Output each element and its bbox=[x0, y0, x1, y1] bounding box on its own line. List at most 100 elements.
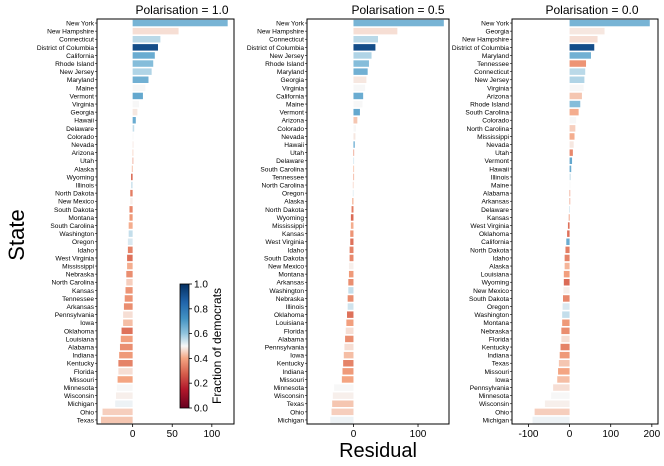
panel-3-ytick-label: Michigan bbox=[483, 417, 510, 424]
colorbar-ticks: 0.0 0.2 0.4 0.6 0.8 1.0 bbox=[189, 280, 208, 415]
panel-2-bar bbox=[334, 384, 354, 391]
panel-2-ytick-label: Arizona bbox=[282, 118, 305, 125]
panel-2-bar bbox=[353, 108, 360, 116]
panel-2-ytick-label: Iowa bbox=[290, 353, 304, 360]
panel-1-bar bbox=[119, 351, 133, 359]
colorbar-gradient bbox=[179, 283, 190, 409]
panel-2-bar bbox=[350, 238, 354, 245]
panel-3-bar bbox=[569, 36, 598, 43]
panel-2-ytick-label: Illinois bbox=[286, 304, 305, 311]
panel-3-bar bbox=[569, 60, 587, 67]
panel-3-bar bbox=[569, 19, 650, 27]
panel-2-ytick-label: District of Columbia bbox=[247, 45, 304, 52]
panel-1-bar bbox=[132, 36, 161, 43]
panel-3-bar bbox=[564, 262, 570, 270]
panel-3-bar bbox=[562, 311, 570, 318]
panel-2-ytick-label: Tennessee bbox=[272, 174, 304, 181]
panel-2-ytick-label: New Mexico bbox=[268, 263, 304, 270]
panel-3-bar bbox=[569, 206, 570, 213]
panel-1-ytick-label: New York bbox=[66, 20, 95, 27]
panel-1-bar bbox=[132, 108, 138, 116]
panel-3-ytick-label: Oregon bbox=[487, 304, 509, 311]
panel-1-ytick-label: Oklahoma bbox=[64, 328, 94, 335]
panel-2-ytick-label: Nebraska bbox=[276, 296, 305, 303]
panel-3-xticks: -100 0 100 200 bbox=[518, 424, 661, 440]
panel-2-bar bbox=[353, 84, 366, 92]
panel-3-ytick-label: Idaho bbox=[492, 255, 509, 262]
panel-1-ytick-label: District of Columbia bbox=[37, 45, 94, 52]
panel-1-bar bbox=[125, 287, 133, 294]
panel-1-bar bbox=[129, 214, 133, 221]
panel-2-bar bbox=[350, 214, 354, 221]
panel-3-bar bbox=[557, 376, 570, 383]
panel-1-ytick-label: Oregon bbox=[72, 239, 94, 246]
colorbar-tick-label: 0.2 bbox=[194, 379, 208, 390]
panel-2-bar bbox=[341, 376, 354, 383]
panel-2-bar bbox=[344, 343, 354, 351]
panel-1-ytick-label: New Mexico bbox=[58, 199, 94, 206]
panel-2-bar bbox=[347, 303, 354, 310]
panel-2-bar bbox=[353, 100, 363, 108]
panel-2-ytick-label: Kansas bbox=[282, 231, 305, 238]
panel-2-ytick-label: Nevada bbox=[281, 134, 304, 141]
panel-3-bar bbox=[569, 117, 577, 124]
panel-2-ytick-label: Washington bbox=[269, 288, 304, 295]
panel-3-ytick-label: Mississippi bbox=[477, 134, 509, 141]
panel-3-ytick-label: Texas bbox=[492, 361, 510, 368]
panel-1-xtick-label: 100 bbox=[203, 429, 220, 440]
panel-1-ytick-label: Tennessee bbox=[62, 296, 94, 303]
panel-2-bar bbox=[331, 408, 354, 416]
panel-1-ytick-label: New Jersey bbox=[60, 69, 95, 76]
panel-1-ytick-label: Kentucky bbox=[67, 361, 95, 368]
panel-2-bar bbox=[353, 52, 372, 59]
colorbar-label: Fraction of democrats bbox=[210, 288, 224, 404]
panel-1-ytick-label: Washington bbox=[59, 231, 94, 238]
panel-3-ytick-label: South Carolina bbox=[465, 110, 509, 117]
panel-2-bar bbox=[343, 351, 354, 359]
panel-3-xtick-label: 100 bbox=[602, 429, 619, 440]
panel-1-bar bbox=[116, 384, 133, 391]
panel-1-ytick-label: South Carolina bbox=[50, 223, 94, 230]
panel-1-ytick-label: Arizona bbox=[72, 150, 95, 157]
panel-1-ytick-label: Maine bbox=[76, 85, 94, 92]
panel-3-bar bbox=[569, 92, 582, 100]
panel-1-bar bbox=[131, 181, 133, 189]
panel-2-bar bbox=[352, 181, 354, 189]
panel-2-ytick-label: Minnesota bbox=[274, 385, 305, 392]
panel-1-ytick-label: Alabama bbox=[68, 344, 94, 351]
panel-1-bar bbox=[131, 173, 133, 181]
panel-1-bar bbox=[121, 327, 133, 335]
panel-2-ytick-label: Delaware bbox=[276, 158, 304, 165]
panel-1-ytick-label: Minnesota bbox=[64, 385, 95, 392]
panel-2-bar bbox=[345, 335, 354, 343]
panel-2-ytick-label: New Hampshire bbox=[257, 29, 304, 36]
panel-2-bar bbox=[353, 141, 355, 148]
panel-1-bar bbox=[132, 133, 134, 140]
panel-3-ytick-label: Wyoming bbox=[482, 280, 510, 287]
panel-1: Polarisation = 1.0 New York New Hampshire… bbox=[37, 3, 235, 440]
panel-2-bar bbox=[353, 157, 355, 164]
panel-1-ytick-label: Texas bbox=[77, 417, 95, 424]
panel-3-bar bbox=[569, 173, 571, 181]
panel-1-bar bbox=[132, 157, 134, 164]
panel-2-ytick-label: Vermont bbox=[279, 110, 304, 117]
panel-1-frame bbox=[96, 18, 235, 425]
panel-2-ytick-label: Alabama bbox=[278, 336, 304, 343]
panel-1-bar bbox=[132, 60, 154, 67]
panel-1-bar bbox=[132, 141, 134, 148]
panel-3-bar bbox=[560, 343, 570, 351]
panel-2-ytick-label: Indiana bbox=[282, 369, 304, 376]
panel-3-ytick-label: West Virginia bbox=[470, 223, 509, 230]
panel-1-bar bbox=[115, 400, 133, 407]
panel-2-ytick-label: Wyoming bbox=[277, 215, 305, 222]
panel-1-ytick-label: Missouri bbox=[69, 377, 94, 384]
panel-3-ytick-label: Arizona bbox=[487, 93, 510, 100]
panel-1-bar bbox=[130, 189, 133, 197]
panel-1-bar bbox=[132, 92, 143, 100]
panel-1-bar bbox=[100, 416, 133, 424]
panel-1-ytick-label: Montana bbox=[68, 215, 94, 222]
panel-3-ytick-label: Montana bbox=[483, 320, 509, 327]
panel-1-ytick-label: Alaska bbox=[74, 166, 94, 173]
panel-3-ytick-label: Maine bbox=[491, 182, 509, 189]
panel-3-ytick-label: New Mexico bbox=[473, 288, 509, 295]
